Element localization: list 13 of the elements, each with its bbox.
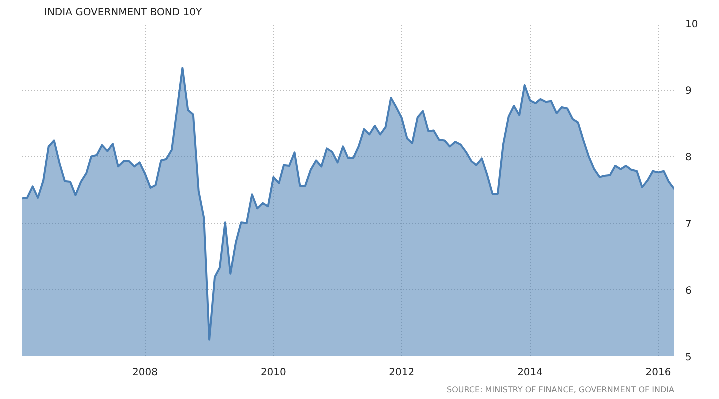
y-tick-label: 9 — [686, 86, 692, 98]
y-tick-label: 6 — [686, 286, 692, 297]
y-tick-label: 7 — [686, 219, 692, 230]
y-tick-label: 8 — [686, 152, 692, 164]
x-tick-label: 2008 — [132, 368, 158, 378]
source-note: SOURCE: MINISTRY OF FINANCE, GOVERNMENT OF INDIA — [447, 386, 676, 394]
chart-title: INDIA GOVERNMENT BOND 10Y — [44, 8, 203, 18]
x-tick-label: 2016 — [646, 368, 672, 378]
y-tick-label: 5 — [686, 352, 692, 364]
y-tick-label: 10 — [686, 20, 698, 30]
x-tick-label: 2012 — [389, 368, 415, 378]
x-tick-label: 2014 — [518, 368, 544, 378]
x-tick-label: 2010 — [260, 368, 286, 378]
